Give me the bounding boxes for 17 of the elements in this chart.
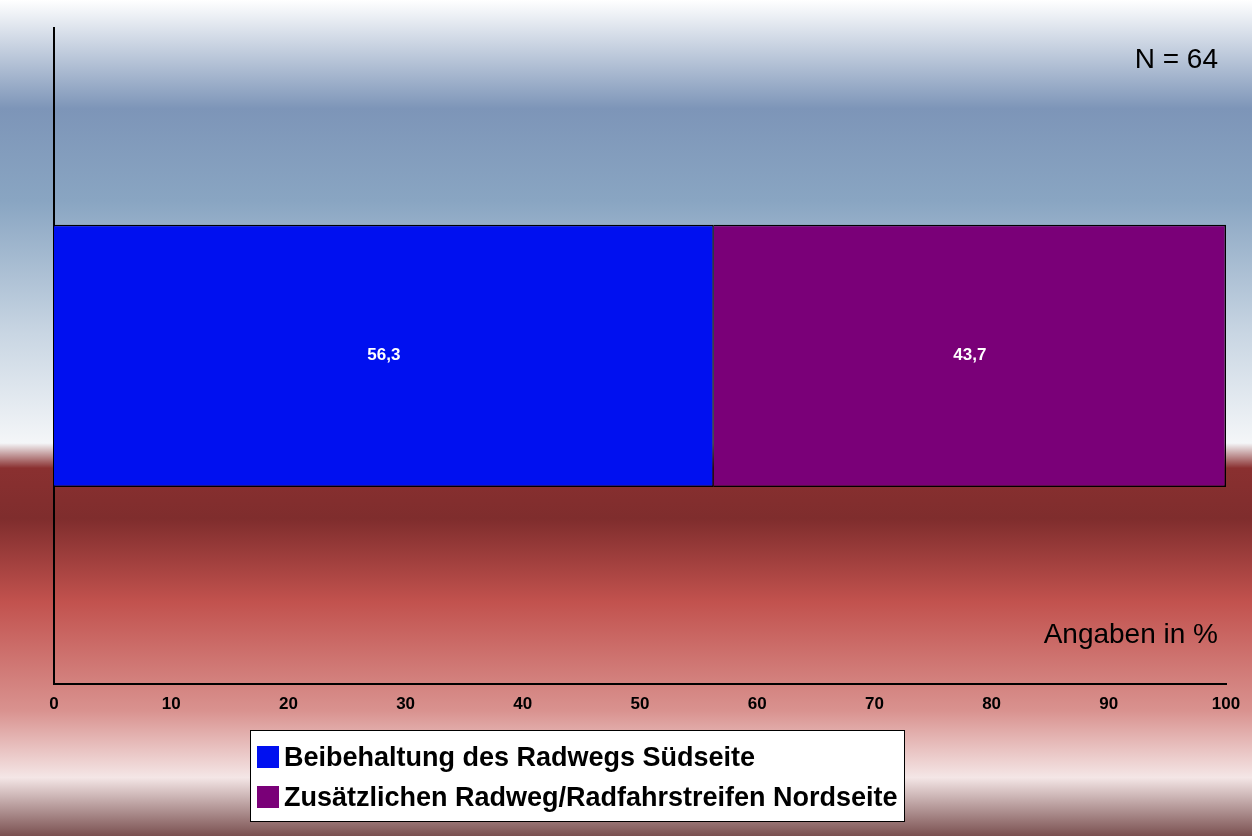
x-tick-label: 90 [1099,694,1119,714]
x-tick-label: 0 [49,694,59,714]
x-tick-label: 50 [630,694,650,714]
x-tick-label: 10 [161,694,181,714]
x-tick-label: 70 [864,694,884,714]
x-tick-label: 20 [278,694,298,714]
x-tick-label: 80 [982,694,1002,714]
x-tick-label: 60 [747,694,767,714]
x-tick-label: 40 [513,694,533,714]
x-tick-label: 100 [1211,694,1241,714]
legend-label: Beibehaltung des Radwegs Südseite [284,741,756,774]
annotation: Angaben in % [1043,618,1218,650]
annotation: N = 64 [1134,42,1218,74]
x-tick-label: 30 [396,694,416,714]
data-label: 56,3 [367,345,401,365]
legend-label: Zusätzlichen Radweg/Radfahrstreifen Nordseite [284,781,898,814]
data-label: 43,7 [953,345,987,365]
